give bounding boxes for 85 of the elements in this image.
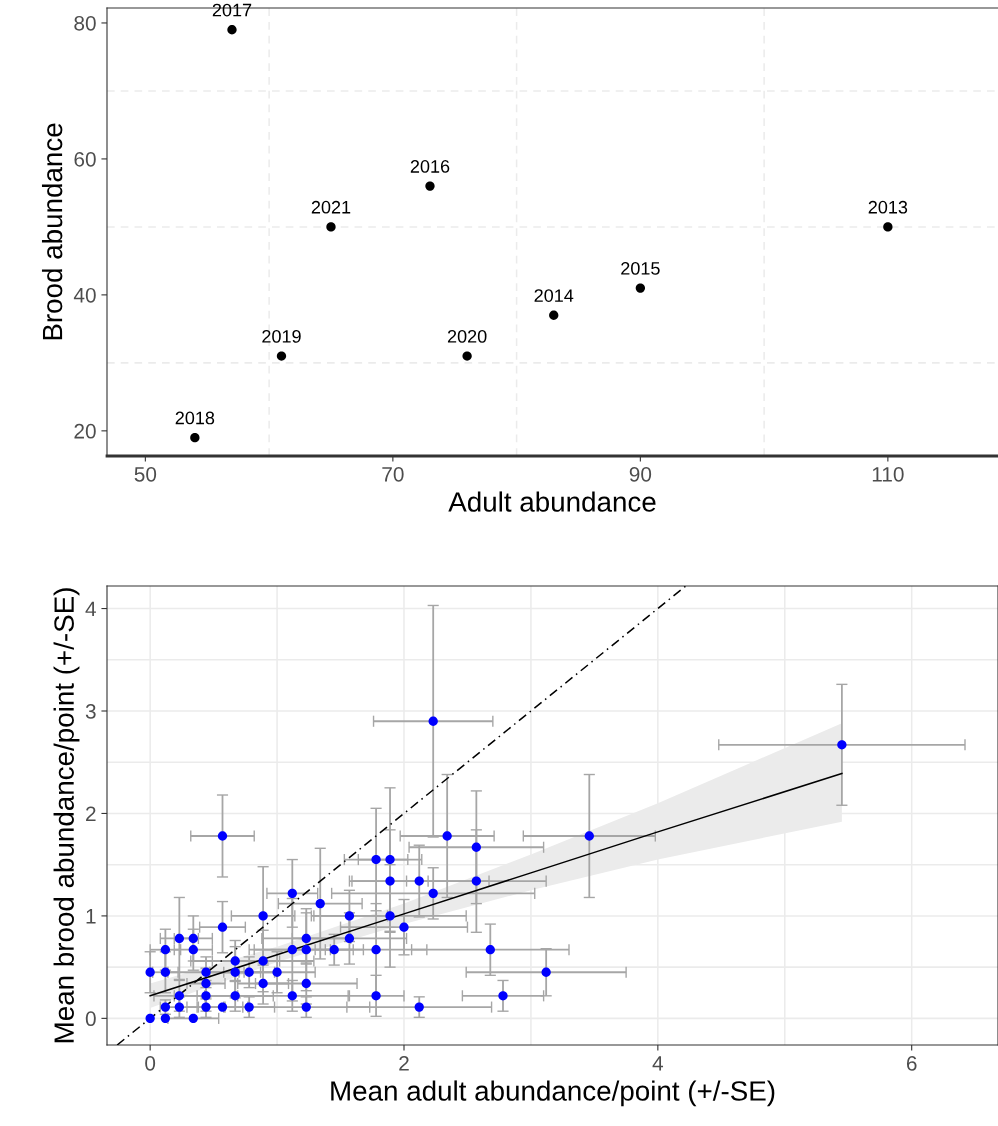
x-tick-label: 2 xyxy=(399,1055,409,1071)
point xyxy=(549,310,559,320)
point xyxy=(371,854,381,865)
point xyxy=(428,888,438,899)
point xyxy=(385,876,395,886)
point xyxy=(471,842,481,852)
point xyxy=(217,831,228,841)
point xyxy=(315,898,325,909)
annotation: 2018 xyxy=(175,411,215,425)
x-tick-label: 90 xyxy=(629,466,652,482)
point xyxy=(414,876,424,886)
x-tick-label: 6 xyxy=(906,1055,917,1071)
point xyxy=(344,911,355,921)
point xyxy=(301,1002,311,1012)
point xyxy=(462,351,472,361)
point xyxy=(227,25,237,35)
y-tick-label: 0 xyxy=(85,1011,96,1027)
point xyxy=(301,945,311,955)
point xyxy=(371,991,381,1001)
point xyxy=(258,956,268,966)
y-tick-label: 3 xyxy=(85,704,96,719)
point xyxy=(414,1002,424,1012)
point xyxy=(385,854,395,865)
point xyxy=(837,740,847,750)
annotation: 2017 xyxy=(212,3,252,17)
annotation: 2013 xyxy=(868,200,908,214)
point xyxy=(145,1013,155,1024)
point xyxy=(425,181,435,191)
point xyxy=(276,351,287,361)
point xyxy=(584,831,594,841)
point xyxy=(244,967,254,977)
point xyxy=(190,432,200,443)
point xyxy=(174,1002,184,1012)
y-tick-label: 80 xyxy=(74,15,96,31)
annotation: 2020 xyxy=(447,329,487,343)
x-tick-label: 70 xyxy=(382,466,404,482)
point xyxy=(160,967,171,977)
point xyxy=(471,876,481,886)
y-axis-title: Mean brood abundance/point (+/-SE) xyxy=(53,588,80,1043)
y-tick-label: 1 xyxy=(86,909,96,924)
annotation: 2015 xyxy=(621,262,660,275)
point xyxy=(230,956,240,966)
y-tick-label: 40 xyxy=(73,287,96,303)
point xyxy=(385,911,395,921)
point xyxy=(258,911,268,921)
point xyxy=(217,922,228,932)
point xyxy=(498,991,508,1001)
x-tick-label: 50 xyxy=(134,466,157,482)
point xyxy=(301,933,311,944)
x-axis-title: Adult abundance xyxy=(448,491,656,512)
y-tick-label: 20 xyxy=(74,423,96,439)
y-axis-title: Brood abundance xyxy=(41,123,63,340)
x-axis-title: Mean adult abundance/point (+/-SE) xyxy=(331,1080,775,1107)
annotation: 2014 xyxy=(534,289,574,302)
point xyxy=(188,1013,198,1024)
point xyxy=(883,222,893,232)
point xyxy=(635,283,646,293)
point xyxy=(428,716,438,726)
point xyxy=(326,222,336,232)
point xyxy=(272,967,282,977)
point xyxy=(371,945,381,955)
y-tick-label: 60 xyxy=(74,151,96,167)
point xyxy=(485,945,495,955)
x-tick-label: 0 xyxy=(145,1055,156,1071)
point xyxy=(329,945,339,955)
point xyxy=(145,967,155,977)
y-tick-label: 4 xyxy=(85,601,96,617)
annotation: 2021 xyxy=(311,200,351,214)
y-tick-label: 2 xyxy=(86,806,96,821)
point xyxy=(287,945,297,955)
point xyxy=(160,945,171,955)
annotation: 2016 xyxy=(410,160,450,173)
point xyxy=(442,831,452,841)
point xyxy=(399,922,409,932)
x-tick-label: 4 xyxy=(652,1056,664,1071)
point xyxy=(217,1002,228,1012)
point xyxy=(287,991,297,1001)
point xyxy=(301,978,311,989)
point xyxy=(201,1002,211,1012)
point xyxy=(258,978,268,989)
x-tick-label: 110 xyxy=(872,466,904,482)
annotation: 2019 xyxy=(262,329,301,343)
point xyxy=(287,888,297,899)
point xyxy=(541,967,551,977)
point xyxy=(188,945,198,955)
